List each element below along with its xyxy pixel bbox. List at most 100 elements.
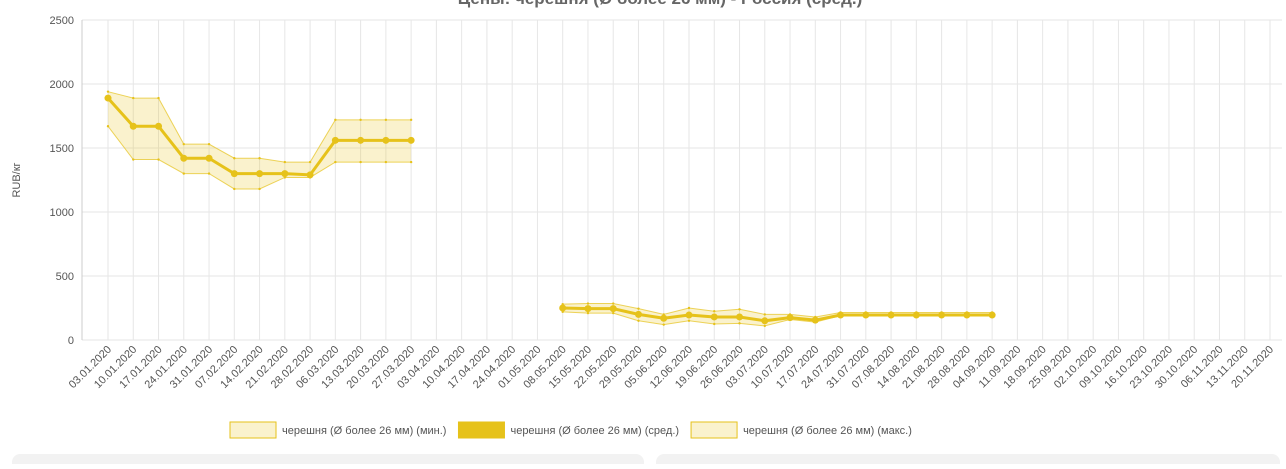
point	[384, 160, 388, 164]
legend-label: черешня (Ø более 26 мм) (сред.)	[510, 425, 679, 437]
point	[586, 302, 590, 305]
point	[887, 311, 895, 319]
card	[12, 454, 644, 469]
point	[207, 142, 211, 146]
point	[409, 118, 413, 122]
point	[561, 302, 564, 306]
point	[258, 157, 261, 160]
point	[106, 90, 110, 93]
point	[738, 322, 741, 325]
point	[283, 160, 287, 164]
point	[687, 306, 691, 310]
point	[182, 172, 185, 175]
point	[713, 322, 716, 326]
point	[382, 136, 390, 144]
point	[738, 308, 741, 311]
point	[157, 158, 160, 161]
point	[940, 311, 943, 314]
point	[662, 313, 665, 316]
point	[233, 157, 236, 160]
point	[182, 142, 185, 146]
y-axis-label: RUB/кг	[11, 162, 23, 197]
point	[662, 323, 665, 326]
point	[155, 122, 163, 130]
point	[634, 310, 642, 318]
point	[814, 315, 817, 319]
point	[938, 311, 946, 319]
point	[786, 314, 794, 322]
point	[915, 311, 918, 314]
point	[334, 118, 337, 122]
point	[763, 324, 766, 328]
point	[963, 311, 971, 319]
point	[384, 118, 388, 122]
legend-swatch	[229, 421, 277, 439]
point	[334, 160, 337, 164]
point	[713, 310, 716, 313]
legend-label: черешня (Ø более 26 мм) (макс.)	[743, 425, 912, 437]
point	[864, 311, 868, 314]
point	[132, 96, 135, 100]
point	[256, 170, 264, 178]
point	[862, 311, 870, 319]
band-edge	[562, 303, 993, 318]
point	[609, 305, 617, 313]
band-fill	[108, 91, 412, 189]
point	[207, 172, 211, 175]
chart-title: Цены: черешня (Ø более 26 мм) - Россия (…	[458, 0, 863, 8]
legend-label: черешня (Ø более 26 мм) (мин.)	[282, 425, 446, 437]
point	[965, 311, 969, 314]
point	[637, 319, 640, 322]
point	[685, 311, 693, 319]
point	[584, 305, 592, 313]
card	[656, 454, 1280, 469]
point	[912, 311, 920, 319]
point	[990, 311, 994, 314]
y-tick-label: 2000	[50, 79, 74, 91]
point	[129, 122, 137, 130]
point	[258, 187, 261, 191]
point	[106, 125, 110, 128]
point	[763, 313, 766, 316]
point	[687, 319, 691, 322]
point	[407, 136, 415, 144]
point	[710, 313, 718, 321]
y-tick-label: 0	[68, 335, 74, 347]
point	[281, 170, 289, 178]
point	[308, 160, 312, 164]
y-tick-label: 1000	[50, 207, 74, 219]
point	[359, 160, 362, 164]
point	[660, 314, 668, 322]
point	[736, 313, 744, 321]
y-tick-label: 500	[56, 271, 74, 283]
point	[559, 304, 567, 312]
point	[988, 311, 996, 319]
point	[761, 317, 769, 325]
point	[233, 187, 236, 191]
legend-swatch	[457, 421, 505, 439]
point	[180, 154, 188, 162]
point	[132, 158, 135, 161]
point	[788, 313, 792, 316]
point	[205, 154, 213, 162]
point	[612, 311, 615, 315]
line	[562, 306, 993, 323]
y-tick-label: 1500	[50, 143, 74, 155]
point	[637, 307, 640, 310]
point	[586, 311, 590, 315]
point	[306, 171, 314, 179]
legend-swatch	[690, 421, 738, 439]
point	[409, 160, 413, 164]
point	[359, 118, 362, 122]
point	[357, 136, 365, 144]
point	[157, 96, 160, 100]
point	[889, 311, 893, 314]
point	[230, 170, 238, 178]
point	[104, 94, 112, 102]
point	[811, 316, 819, 324]
point	[331, 136, 339, 144]
point	[612, 302, 615, 305]
y-tick-label: 2500	[50, 15, 74, 27]
